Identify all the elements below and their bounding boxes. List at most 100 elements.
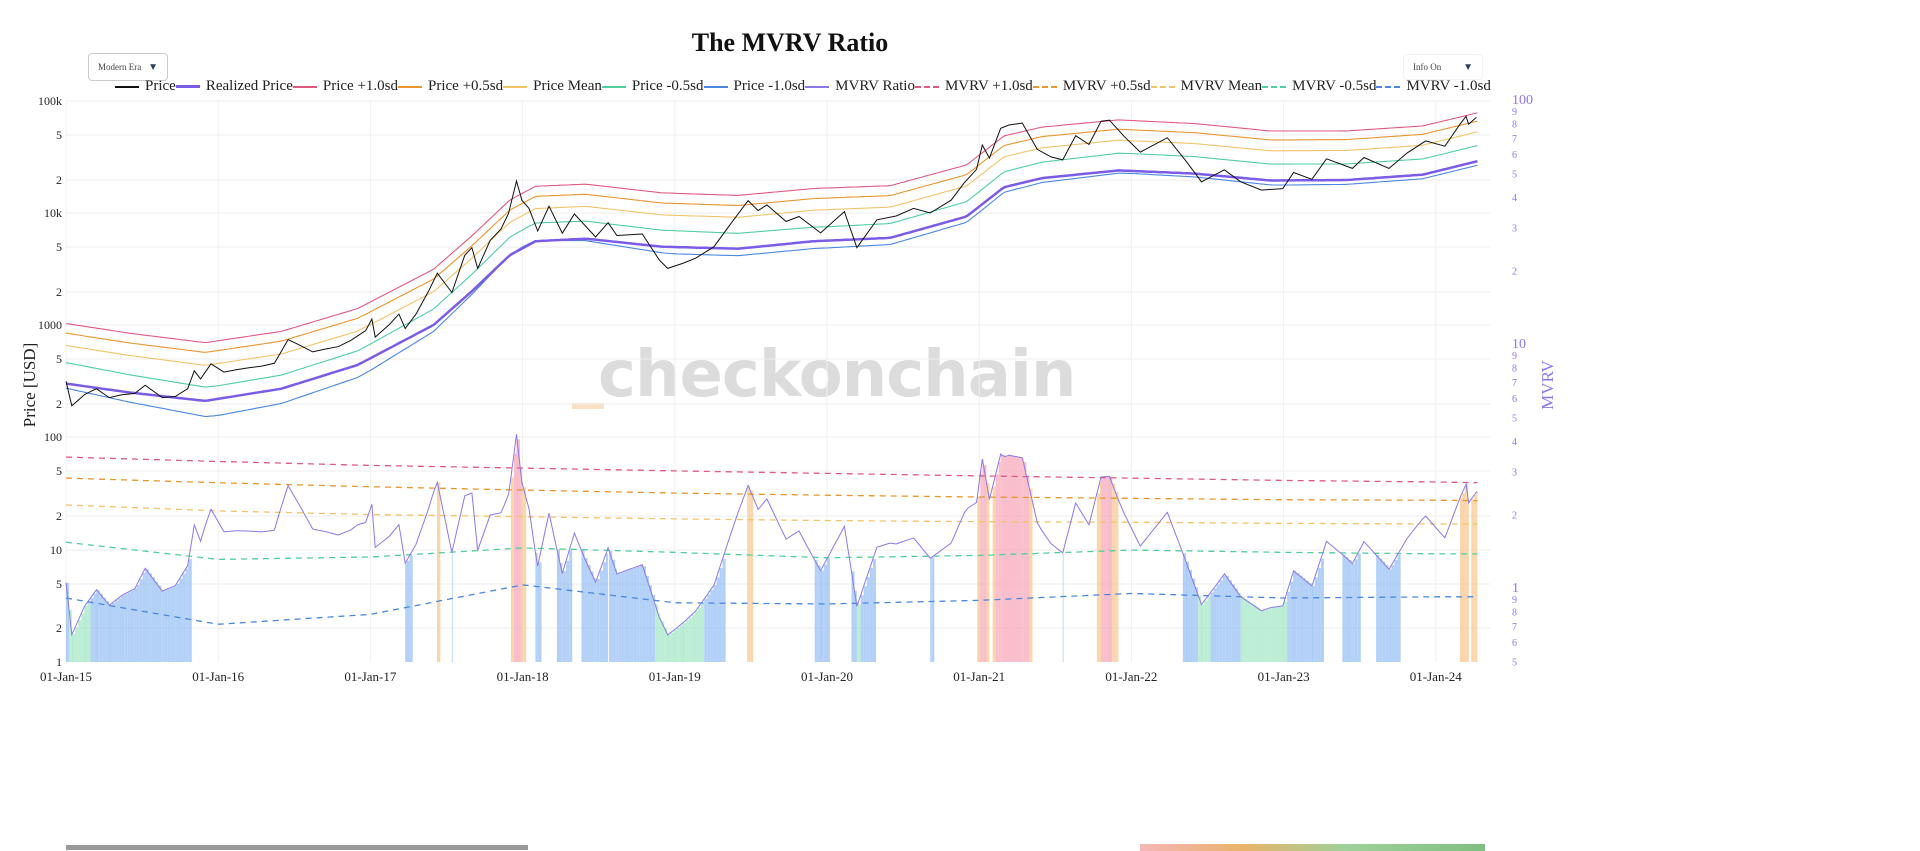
- zone-fill-below-minus05sd: [710, 590, 714, 662]
- zone-fill-below-minus1sd: [695, 611, 699, 662]
- x-tick-label: 01-Jan-23: [1258, 669, 1310, 684]
- zone-fill-below-minus05sd: [716, 577, 720, 662]
- zone-fill-above-plus1sd: [1001, 455, 1005, 662]
- y2-tick-label: 7: [1512, 378, 1517, 389]
- y2-tick-label: 2: [1512, 267, 1517, 278]
- legend-item[interactable]: Price: [115, 78, 176, 95]
- zone-fill-below-minus05sd: [1314, 577, 1318, 662]
- legend-item[interactable]: Price -1.0sd: [703, 78, 805, 95]
- legend-label: MVRV -0.5sd: [1292, 78, 1377, 94]
- zone-fill-below-minus1sd: [1241, 597, 1245, 662]
- zone-fill-below-minus05sd: [609, 550, 613, 662]
- mvrv-minus-05sd-line: [65, 541, 1478, 561]
- y-tick-label: 5: [56, 464, 62, 478]
- legend-item[interactable]: MVRV Ratio: [805, 78, 915, 95]
- era-dropdown[interactable]: Modern Era ▼: [88, 53, 168, 81]
- zone-fill-above-plus05sd: [1476, 491, 1478, 662]
- legend-item[interactable]: Price -0.5sd: [601, 78, 704, 95]
- zone-fill-below-minus1sd: [1244, 599, 1248, 662]
- zone-fill-below-minus1sd: [670, 632, 674, 662]
- legend-label: MVRV Ratio: [835, 78, 915, 94]
- zone-fill-above-plus1sd: [1004, 456, 1008, 662]
- legend-item[interactable]: Price +0.5sd: [398, 78, 503, 95]
- zone-fill-below-minus05sd: [599, 570, 603, 662]
- era-dropdown-value: Modern Era: [98, 62, 142, 72]
- legend-label: Price Mean: [533, 78, 602, 94]
- legend-swatch: [292, 85, 317, 88]
- legend-item[interactable]: Price +1.0sd: [292, 78, 398, 95]
- zone-fill-above-plus1sd: [995, 474, 999, 662]
- zone-fill-below-minus05sd: [1391, 565, 1395, 662]
- zone-fill-below-minus05sd: [164, 590, 168, 662]
- zone-fill-above-plus1sd: [1026, 475, 1030, 662]
- zone-fill-below-minus1sd: [655, 604, 659, 662]
- legend-label: Price: [145, 78, 176, 94]
- zone-fill-below-minus05sd: [1290, 581, 1294, 662]
- legend-item[interactable]: MVRV -1.0sd: [1376, 78, 1491, 95]
- zone-fill-below-minus05sd: [1320, 558, 1324, 662]
- zone-fill-below-minus05sd: [179, 578, 183, 662]
- zone-fill-below-minus05sd: [185, 568, 188, 662]
- zone-fill-below-minus05sd: [869, 568, 873, 662]
- y2-tick-label: 4: [1512, 193, 1517, 204]
- zone-fill-below-minus05sd: [1210, 592, 1214, 662]
- y-tick-label: 2: [56, 285, 62, 299]
- zone-fill-below-minus05sd: [175, 585, 177, 662]
- y-tick-label: 2: [56, 397, 62, 411]
- zone-fill-below-minus1sd: [1204, 600, 1208, 662]
- zone-fill-below-minus05sd: [145, 569, 149, 662]
- zone-fill-below-minus05sd: [1376, 554, 1380, 662]
- zone-fill-below-minus1sd: [1281, 606, 1283, 662]
- zone-fill-below-minus05sd: [151, 577, 155, 662]
- range-slider-minimap[interactable]: [1140, 844, 1485, 851]
- legend-swatch: [115, 85, 139, 88]
- y-tick-label: 10: [50, 543, 62, 557]
- chevron-down-icon: ▼: [148, 61, 158, 73]
- zone-fill-above-plus05sd: [1474, 494, 1477, 662]
- zone-fill-below-minus05sd: [538, 562, 542, 662]
- info-dropdown[interactable]: Info On ▼: [1403, 54, 1483, 80]
- y2-tick-label: 3: [1512, 468, 1517, 479]
- zone-fill-below-minus05sd: [121, 595, 125, 662]
- y2-tick-label: 100: [1512, 93, 1533, 108]
- legend-swatch: [398, 85, 422, 88]
- y2-axis-title: MVRV: [1538, 360, 1557, 410]
- zone-fill-above-plus05sd: [1459, 498, 1463, 662]
- zone-fill-below-minus05sd: [627, 570, 631, 662]
- zone-fill-below-minus05sd: [130, 590, 134, 662]
- zone-fill-above-plus05sd: [986, 482, 990, 662]
- zone-fill-below-minus1sd: [694, 611, 696, 662]
- range-slider-handle[interactable]: [66, 845, 528, 850]
- zone-fill-below-minus1sd: [1207, 596, 1211, 662]
- legend-item[interactable]: MVRV -0.5sd: [1262, 78, 1376, 95]
- zone-fill-below-minus1sd: [1277, 606, 1282, 662]
- zone-fill-above-plus05sd: [510, 477, 514, 662]
- legend-item[interactable]: MVRV +0.5sd: [1032, 78, 1151, 95]
- price-plus-05sd-line: [65, 120, 1478, 353]
- legend-item[interactable]: Realized Price: [175, 78, 293, 95]
- legend-swatch: [601, 85, 626, 88]
- zone-fill-above-plus1sd: [998, 461, 1001, 662]
- zone-fill-below-minus05sd: [1293, 570, 1297, 662]
- x-tick-label: 01-Jan-22: [1105, 669, 1157, 684]
- legend-item[interactable]: MVRV +1.0sd: [914, 78, 1033, 95]
- zone-fill-below-minus05sd: [652, 594, 656, 662]
- zone-fill-below-minus05sd: [642, 564, 644, 662]
- zone-fill-below-minus05sd: [1397, 554, 1401, 662]
- zone-fill-below-minus05sd: [99, 593, 103, 662]
- zone-fill-below-minus05sd: [817, 565, 821, 662]
- zone-fill-below-minus05sd: [639, 565, 643, 662]
- zone-fill-below-minus1sd: [1256, 607, 1260, 662]
- zone-fill-below-minus05sd: [1216, 584, 1220, 662]
- zone-fill-below-minus05sd: [823, 564, 827, 662]
- zone-fill-below-minus05sd: [593, 578, 596, 662]
- zone-fill-below-minus05sd: [145, 568, 146, 662]
- x-tick-label: 01-Jan-17: [344, 669, 396, 684]
- legend-item[interactable]: MVRV Mean: [1150, 78, 1262, 95]
- zone-fill-below-minus05sd: [1182, 553, 1186, 662]
- zone-fill-below-minus05sd: [826, 558, 830, 662]
- legend-item[interactable]: Price Mean: [503, 78, 602, 95]
- zone-fill-below-minus05sd: [1389, 569, 1392, 662]
- zone-fill-below-minus05sd: [188, 559, 192, 662]
- zone-fill-above-plus1sd: [1014, 456, 1018, 662]
